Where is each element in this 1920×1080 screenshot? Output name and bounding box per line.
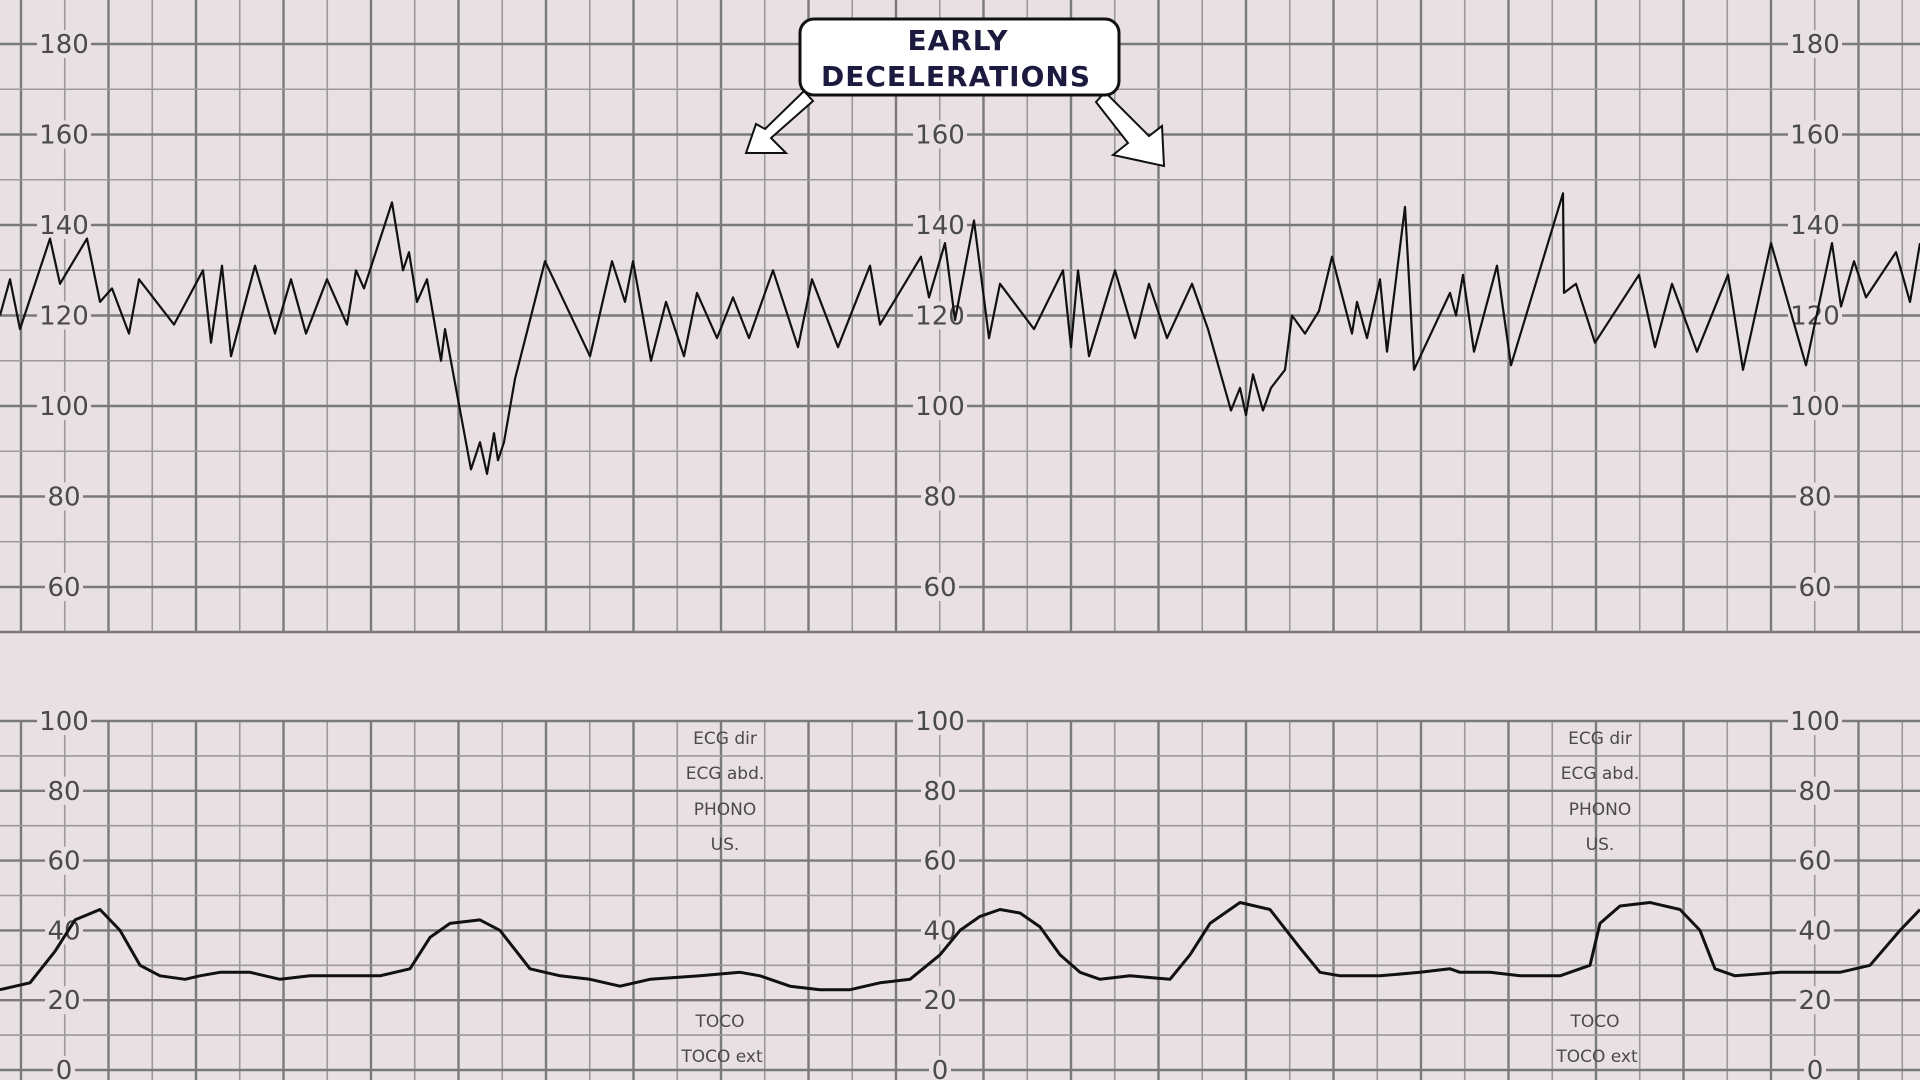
fhr-tick-label: 60 [1798,573,1831,603]
label-ecg-abd-left: ECG abd. [686,764,765,784]
tick-label-background [913,392,967,420]
tick-label-background [37,30,91,58]
fhr-tick-label: 100 [39,392,89,422]
fhr-tick-label: 80 [1798,483,1831,513]
fhr-tick-label: 80 [47,483,80,513]
toco-tick-label: 100 [915,707,965,737]
label-phono-right: PHONO [1569,800,1632,820]
fhr-tick-label: 140 [39,211,89,241]
toco-tick-label: 80 [923,777,956,807]
tick-label-background [921,846,959,875]
fhr-tick-label: 100 [915,392,965,422]
toco-tick-label: 20 [47,986,80,1016]
label-ecg-dir-right: ECG dir [1568,729,1632,749]
fhr-tick-label: 160 [915,121,965,151]
tick-label-background [1788,707,1842,735]
toco-tick-label: 100 [1790,707,1840,737]
tick-label-background [37,120,91,149]
fhr-panel: 1801601401201008060180160140120100806018… [0,0,1920,634]
fhr-tick-label: 140 [1790,211,1840,241]
tick-label-background [1796,776,1834,805]
fhr-trace [0,192,1920,475]
fhr-tick-label: 180 [1790,30,1840,60]
tick-label-background [921,986,959,1015]
early-decelerations-callout: EARLY DECELERATIONS [744,17,1166,168]
tick-label-background [1788,30,1842,58]
callout-line-1: EARLY [907,24,1008,57]
toco-tick-label: 0 [932,1056,949,1080]
tick-label-background [1796,916,1834,945]
toco-tick-label: 80 [1798,777,1831,807]
tick-label-background [913,211,967,239]
label-toco-ext-left: TOCO ext [680,1047,763,1067]
label-toco-right: TOCO [1569,1012,1619,1032]
fhr-tick-label: 100 [1790,392,1840,422]
tick-label-background [45,573,83,601]
toco-tick-label: 60 [47,847,80,877]
fhr-tick-label: 60 [923,573,956,603]
label-toco-ext-right: TOCO ext [1555,1047,1638,1067]
fhr-tick-label: 160 [39,121,89,151]
fhr-tick-label: 80 [923,483,956,513]
tick-label-background [1796,846,1834,875]
toco-grid [0,719,1920,1080]
tick-label-background [37,707,91,735]
tick-label-background [37,392,91,420]
label-us-right: US. [1586,835,1615,855]
tick-label-background [45,776,83,805]
label-phono-left: PHONO [694,800,757,820]
tick-label-background [1804,1056,1826,1080]
label-ecg-abd-right: ECG abd. [1561,764,1640,784]
tick-label-background [921,482,959,511]
toco-trace [0,901,1920,992]
channel-labels: ECG dir ECG abd. PHONO US. TOCO TOCO ext… [680,729,1639,1067]
callout-box [798,17,1121,97]
tick-label-background [1788,120,1842,149]
toco-tick-label: 80 [47,777,80,807]
toco-tick-label: 100 [39,707,89,737]
toco-tick-label: 60 [1798,847,1831,877]
fhr-tick-label: 120 [39,302,89,332]
toco-tick-label: 20 [1798,986,1831,1016]
tick-label-background [53,1056,75,1080]
callout-line-2: DECELERATIONS [821,60,1091,93]
tick-label-background [913,707,967,735]
toco-tick-label: 20 [923,986,956,1016]
tick-label-background [921,776,959,805]
toco-tick-label: 60 [923,847,956,877]
tick-label-background [1788,211,1842,239]
fhr-tick-label: 180 [39,30,89,60]
tick-label-background [1788,392,1842,420]
label-toco-left: TOCO [694,1012,744,1032]
tick-label-background [45,986,83,1015]
label-us-left: US. [711,835,740,855]
tick-label-background [913,120,967,149]
tick-label-background [37,301,91,330]
tick-label-background [1796,573,1834,601]
tick-label-background [921,573,959,601]
left-arrow [744,89,815,154]
toco-tick-label: 0 [56,1056,73,1080]
tick-label-background [37,211,91,239]
fhr-tick-label: 140 [915,211,965,241]
tick-label-background [929,1056,951,1080]
toco-tick-label: 0 [1807,1056,1824,1080]
tick-label-background [1796,482,1834,511]
tick-label-background [45,846,83,875]
tick-label-background [1796,986,1834,1015]
label-ecg-dir-left: ECG dir [693,729,757,749]
right-arrow [1094,90,1166,168]
toco-tick-label: 40 [1798,916,1831,946]
fhr-tick-label: 60 [47,573,80,603]
tick-label-background [45,482,83,511]
fhr-tick-label: 160 [1790,121,1840,151]
